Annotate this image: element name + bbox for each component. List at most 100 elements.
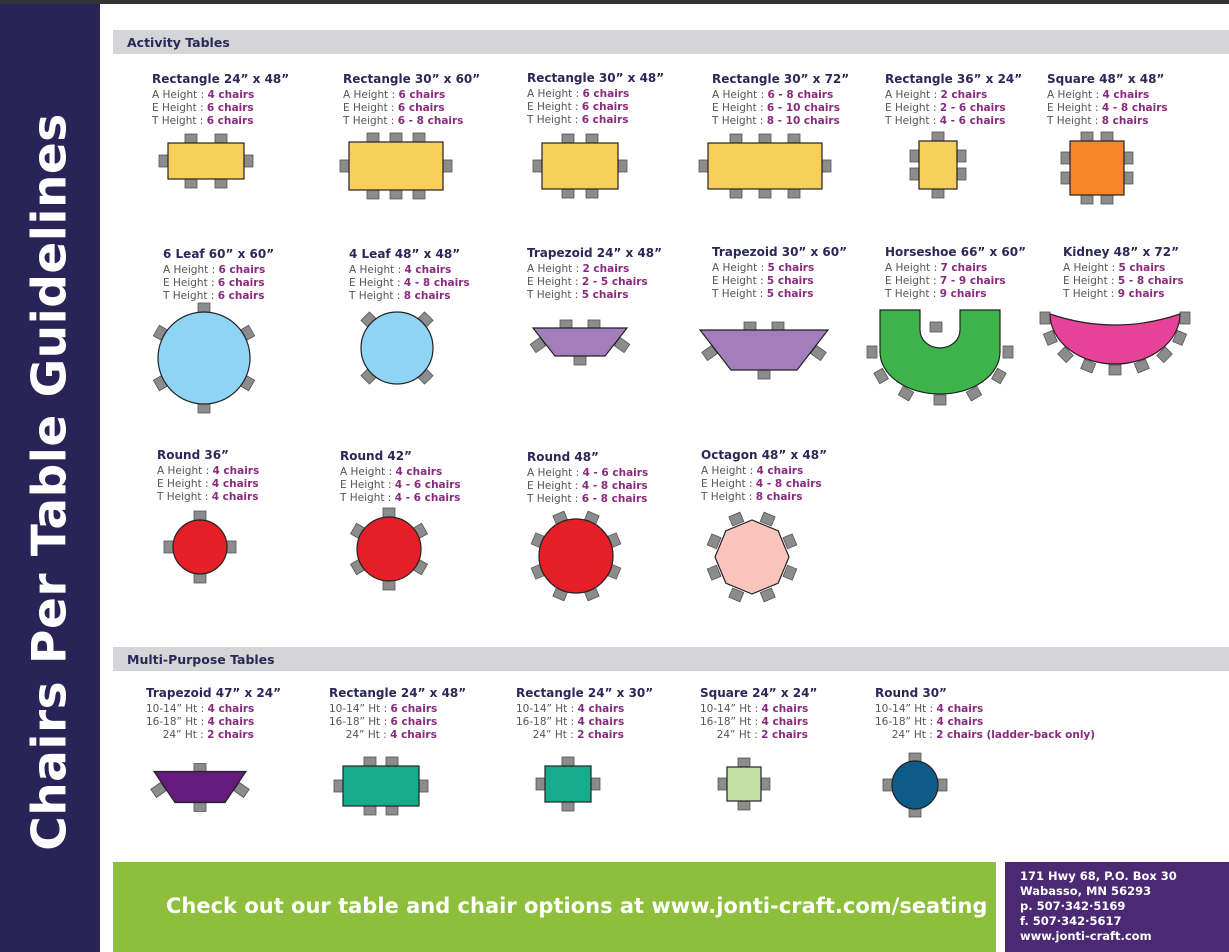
table-card: Round 30” 10-14” Ht : 4 chairs 16-18” Ht :… (875, 686, 1095, 742)
chair-icon (782, 564, 798, 581)
table-name: Rectangle 30” x 60” (343, 72, 481, 86)
height-label: A Height : (527, 467, 583, 479)
chair-count: 6 chairs (582, 88, 630, 100)
table-card: Horseshoe 66” x 60” A Height : 7 chairs E … (885, 245, 1026, 301)
table-card: Square 24” x 24” 10-14” Ht : 4 chairs 16-1… (700, 686, 817, 742)
table-card: Rectangle 36” x 24” A Height : 2 chairs E … (885, 72, 1022, 128)
horseshoe-table (879, 309, 1001, 395)
chair-guideline: T Height : 5 chairs (712, 288, 847, 301)
height-label: E Height : (527, 101, 582, 113)
height-label: E Height : (152, 102, 207, 114)
table-card: Round 48” A Height : 4 - 6 chairs E Height… (527, 450, 648, 506)
height-label: T Height : (527, 289, 582, 301)
chair-guideline: T Height : 8 chairs (349, 290, 470, 303)
octagon-table (714, 519, 790, 595)
chair-icon (1133, 358, 1150, 374)
height-label: E Height : (157, 478, 212, 490)
height-label: 24” Ht : (700, 729, 762, 741)
table-name: Horseshoe 66” x 60” (885, 245, 1026, 259)
table-card: Trapezoid 24” x 48” A Height : 2 chairs E … (527, 246, 662, 302)
chair-guideline: 10-14” Ht : 4 chairs (146, 703, 281, 716)
height-label: 24” Ht : (875, 729, 937, 741)
height-label: T Height : (1063, 288, 1118, 300)
chair-icon (933, 394, 947, 406)
chair-guideline: E Height : 6 chairs (527, 101, 664, 114)
chair-guideline: A Height : 6 chairs (163, 264, 274, 277)
chair-guideline: A Height : 6 chairs (343, 89, 480, 102)
chair-guideline: E Height : 4 - 8 chairs (527, 480, 648, 493)
chair-count: 2 chairs (577, 729, 624, 741)
table-card: Rectangle 24” x 48” A Height : 4 chairs E … (152, 72, 289, 128)
table-name: Octagon 48” x 48” (701, 448, 827, 462)
height-label: A Height : (349, 264, 405, 276)
chair-guideline: A Height : 5 chairs (712, 262, 847, 275)
chair-count: 6 chairs (581, 114, 629, 126)
chair-count: 2 - 6 chairs (939, 102, 1006, 114)
chair-count: 6 chairs (218, 264, 266, 276)
table-card: Rectangle 30” x 48” A Height : 6 chairs E … (527, 71, 664, 127)
chair-count: 6 chairs (390, 716, 438, 728)
chair-guideline: E Height : 4 - 8 chairs (1047, 102, 1168, 115)
height-label: A Height : (340, 466, 396, 478)
height-label: T Height : (712, 115, 767, 127)
chair-guideline: T Height : 4 - 6 chairs (885, 115, 1022, 128)
height-label: A Height : (1063, 262, 1119, 274)
chair-count: 4 chairs (390, 729, 437, 741)
table-name: Rectangle 30” x 48” (527, 71, 665, 85)
rectangle-table (342, 765, 420, 807)
chair-count: 4 - 6 chairs (939, 115, 1006, 127)
chair-icon (706, 564, 722, 581)
chair-count: 4 chairs (207, 716, 255, 728)
chair-guideline: T Height : 6 chairs (152, 115, 289, 128)
chair-icon (1156, 346, 1173, 364)
chair-guideline: 16-18” Ht : 4 chairs (875, 716, 1095, 729)
table-card: Rectangle 30” x 60” A Height : 6 chairs E … (343, 72, 480, 128)
chair-count: 4 chairs (211, 491, 259, 503)
height-label: E Height : (343, 102, 398, 114)
rectangle-table (541, 142, 619, 190)
table-card: Octagon 48” x 48” A Height : 4 chairs E He… (701, 448, 827, 504)
chair-count: 4 chairs (207, 89, 255, 101)
table-card: Trapezoid 47” x 24” 10-14” Ht : 4 chairs 1… (146, 686, 281, 742)
height-label: E Height : (1047, 102, 1102, 114)
chair-count: 4 chairs (1102, 89, 1150, 101)
height-label: T Height : (340, 492, 395, 504)
height-label: 16-18” Ht : (516, 716, 578, 728)
chair-count: 5 chairs (766, 275, 814, 287)
chair-guideline: A Height : 4 - 6 chairs (527, 467, 648, 480)
website-link[interactable]: www.jonti-craft.com (1020, 929, 1152, 943)
table-name: Round 30” (875, 686, 947, 700)
height-label: T Height : (163, 290, 218, 302)
height-label: T Height : (349, 290, 404, 302)
height-label: T Height : (527, 114, 582, 126)
chair-count: 4 - 8 chairs (1101, 102, 1168, 114)
chair-count: 6 chairs (206, 102, 254, 114)
chair-icon (965, 385, 983, 402)
trapezoid-table (152, 770, 248, 804)
chair-guideline: E Height : 4 - 8 chairs (701, 478, 827, 491)
table-card: Rectangle 24” x 48” 10-14” Ht : 6 chairs 1… (329, 686, 466, 742)
height-label: 10-14” Ht : (516, 703, 578, 715)
chair-guideline: 16-18” Ht : 4 chairs (146, 716, 281, 729)
table-name: Rectangle 30” x 72” (712, 72, 850, 86)
section-header-activity: Activity Tables (113, 30, 1229, 54)
chair-guideline: T Height : 4 chairs (157, 491, 259, 504)
chair-guideline: E Height : 6 chairs (163, 277, 274, 290)
rectangle-table (918, 140, 958, 190)
chair-count: 2 chairs (761, 729, 808, 741)
chair-count: 5 - 8 chairs (1117, 275, 1184, 287)
chair-guideline: E Height : 6 chairs (152, 102, 289, 115)
chair-count: 4 chairs (404, 264, 452, 276)
rectangle-table (707, 142, 823, 190)
height-label: T Height : (701, 491, 756, 503)
chair-count: 6 chairs (206, 115, 254, 127)
chair-count: 4 - 6 chairs (582, 467, 649, 479)
table-name: Kidney 48” x 72” (1063, 245, 1179, 259)
chair-icon (873, 367, 889, 385)
chair-count: 7 chairs (940, 262, 988, 274)
chair-guideline: E Height : 6 - 10 chairs (712, 102, 849, 115)
square-table (726, 766, 762, 802)
chair-icon (866, 345, 878, 359)
height-label: A Height : (885, 262, 941, 274)
chair-guideline: A Height : 4 chairs (349, 264, 470, 277)
